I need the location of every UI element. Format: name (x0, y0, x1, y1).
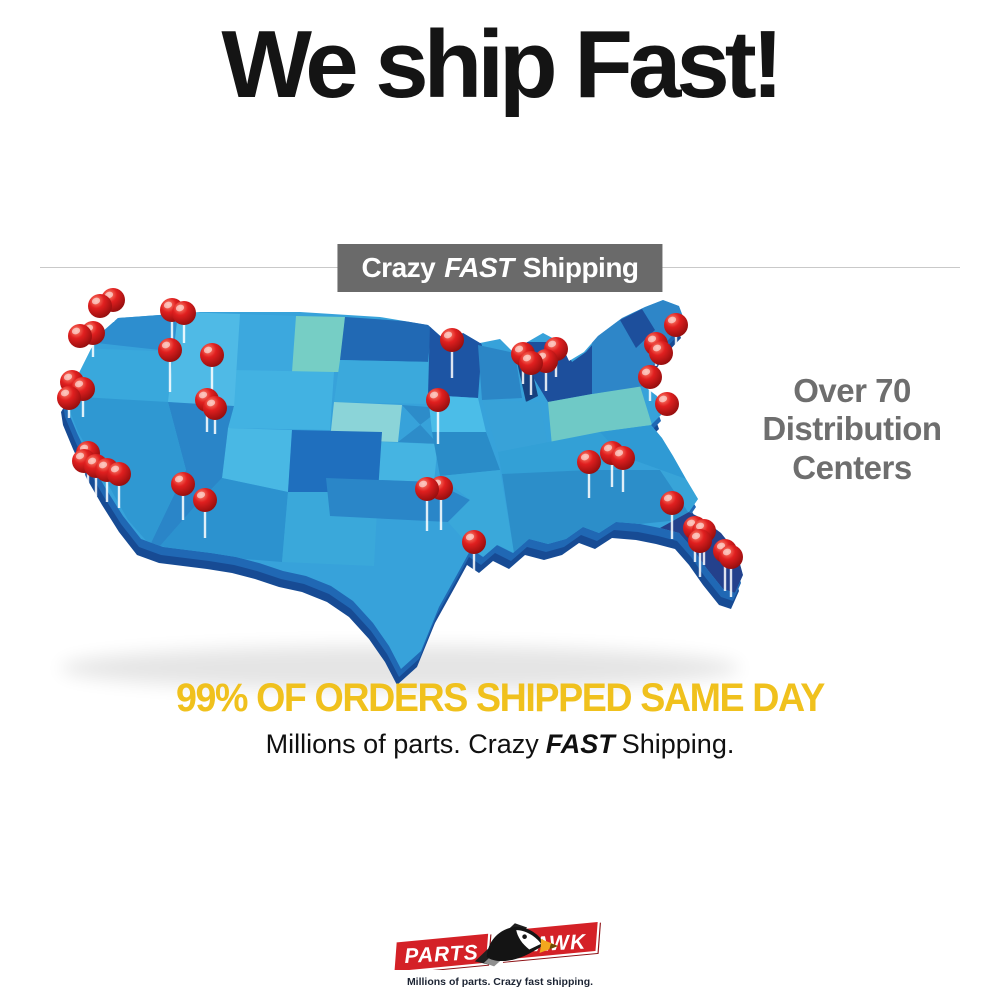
annotation-line-1: Over 70 (793, 372, 911, 409)
state-patch (592, 300, 685, 394)
state-patch (292, 316, 345, 372)
map-pin (688, 529, 712, 577)
subheadline-post: Shipping. (621, 729, 735, 759)
badge-text-pre: Crazy (361, 252, 436, 283)
badge-text-post: Shipping (522, 252, 639, 283)
state-patch (288, 430, 382, 492)
shipping-badge: Crazy FAST Shipping (337, 244, 663, 292)
map-pin (655, 392, 679, 434)
annotation-line-3: Centers (792, 448, 912, 486)
map-pin (172, 301, 196, 343)
partshawk-logo-graphic: PARTS HAWK (392, 919, 601, 975)
map-pin (638, 365, 662, 401)
map-pin (107, 462, 131, 508)
map-pin (462, 530, 486, 578)
logo-caption: Millions of parts. Crazy fast shipping. (406, 976, 594, 988)
state-patch (160, 478, 288, 562)
subheadline-fast: FAST (545, 729, 615, 759)
state-patch (234, 314, 300, 372)
subheadline: Millions of parts. Crazy FAST Shipping. (0, 729, 1000, 760)
map-pin (88, 294, 112, 332)
map-pin (660, 491, 684, 539)
page-title: We ship Fast! (221, 11, 783, 118)
map-pin (203, 396, 227, 434)
distribution-centers-note: Over 70 Distribution Centers (738, 372, 966, 487)
map-pin (200, 343, 224, 393)
location-pins (57, 288, 743, 597)
state-patch (150, 402, 234, 546)
map-pin (440, 328, 464, 378)
state-patch (432, 432, 500, 476)
partshawk-logo: PARTS HAWK Millions of parts. Crazy fast… (385, 919, 615, 988)
map-pin (577, 450, 601, 498)
state-patch (440, 470, 514, 557)
state-patch (622, 456, 698, 512)
map-pin (57, 386, 81, 418)
state-patch (482, 400, 548, 452)
map-pin (611, 446, 635, 492)
state-patch (478, 345, 522, 400)
state-patch (600, 425, 686, 479)
state-patch (334, 360, 434, 404)
map-pin (415, 477, 439, 531)
annotation-line-2: Distribution (762, 410, 942, 448)
state-patch (502, 470, 700, 553)
map-pin (664, 313, 688, 349)
map-pin (171, 472, 195, 520)
logo-text-parts: PARTS (404, 941, 479, 968)
map-pin (719, 545, 743, 597)
state-patch (548, 386, 652, 446)
subheadline-pre: Millions of parts. Crazy (265, 729, 539, 759)
map-pin (158, 338, 182, 392)
state-patch (340, 317, 432, 362)
state-patch (222, 428, 292, 492)
same-day-headline: 99% OF ORDERS SHIPPED SAME DAY (176, 676, 825, 720)
map-pin (193, 488, 217, 538)
state-patch (228, 370, 334, 430)
state-patches (65, 300, 743, 593)
hawk-head-icon (474, 923, 559, 967)
map-pin (426, 388, 450, 444)
badge-text-fast: FAST (444, 252, 514, 283)
map-pin (68, 324, 92, 358)
map-pin (519, 351, 543, 395)
